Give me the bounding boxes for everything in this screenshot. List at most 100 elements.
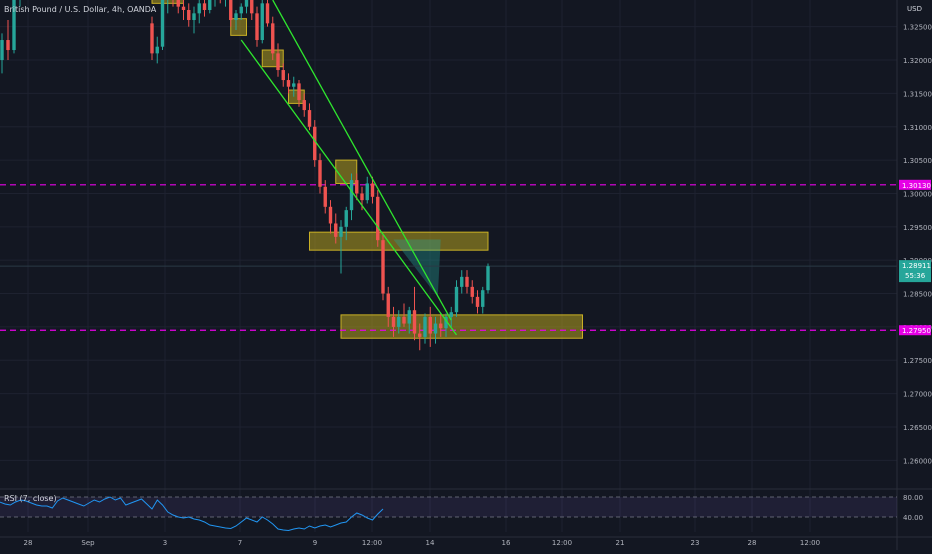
level-price-tag — [899, 325, 931, 336]
rsi-line — [0, 496, 384, 532]
rsi-tick-label: 40.00 — [903, 514, 923, 522]
rsi-label: RSI (7, close) — [4, 494, 57, 503]
candle-body — [444, 316, 448, 329]
candle-body — [386, 293, 390, 317]
candle-body — [239, 6, 243, 14]
candle-body — [412, 310, 417, 334]
candle-body — [302, 100, 306, 111]
symbol-title: British Pound / U.S. Dollar, 4h, OANDA — [4, 5, 157, 14]
last-price-tag — [899, 260, 931, 283]
time-tick-label: 12:00 — [362, 539, 382, 547]
time-tick-label: Sep — [81, 539, 95, 547]
time-tick-label: 3 — [163, 539, 167, 547]
supply-demand-zone — [309, 231, 489, 251]
time-tick-label: 23 — [691, 539, 700, 547]
candle-body — [470, 286, 474, 297]
candle-body — [475, 296, 480, 307]
candle-body — [244, 0, 249, 7]
trend-line — [272, 0, 452, 321]
candle-body — [376, 196, 380, 241]
candle-body — [402, 316, 406, 324]
candle-body — [197, 3, 201, 14]
candle-body — [271, 23, 275, 54]
candle-body — [260, 3, 264, 41]
candle-body — [355, 180, 359, 194]
candle-body — [433, 323, 438, 334]
price-tick-label: 1.29500 — [903, 224, 932, 232]
price-tick-label: 1.26500 — [903, 424, 932, 432]
time-tick-label: 28 — [748, 539, 757, 547]
supply-demand-zone — [230, 18, 247, 36]
candle-body — [208, 0, 212, 11]
candle-body — [407, 310, 411, 324]
candle-body — [328, 206, 333, 224]
candle-body — [292, 83, 296, 87]
price-tick-label: 1.32500 — [903, 24, 932, 32]
candle-body — [449, 312, 453, 317]
time-tick-label: 7 — [238, 539, 242, 547]
last-price-label: 1.28911 — [902, 262, 931, 270]
candle-body — [323, 186, 327, 207]
level-price-label: 1.27950 — [902, 327, 931, 335]
candle-body — [250, 0, 254, 14]
candle-body — [365, 183, 369, 201]
candle-body — [176, 0, 180, 7]
candle-body — [229, 0, 233, 21]
supply-demand-zone — [288, 89, 305, 104]
countdown-label: 55:36 — [905, 272, 926, 280]
price-tick-label: 1.27000 — [903, 391, 932, 399]
candle-body — [234, 13, 238, 21]
candle-body — [187, 10, 191, 21]
candle-body — [150, 23, 154, 54]
candle-body — [428, 316, 432, 334]
price-tick-label: 1.27500 — [903, 357, 932, 365]
time-tick-label: 12:00 — [800, 539, 820, 547]
candle-body — [160, 0, 165, 47]
candle-body — [286, 80, 291, 87]
price-tick-label: 1.30000 — [903, 190, 932, 198]
time-tick-label: 21 — [616, 539, 625, 547]
time-tick-label: 9 — [313, 539, 317, 547]
level-price-label: 1.30130 — [902, 182, 931, 190]
candle-body — [281, 70, 285, 81]
price-tick-label: 1.28500 — [903, 291, 932, 299]
supply-demand-zone — [340, 314, 583, 339]
trend-line — [240, 39, 458, 336]
candle-body — [397, 316, 401, 327]
candle-body — [0, 40, 4, 61]
candle-body — [349, 180, 354, 211]
currency-label: USD — [907, 5, 922, 13]
rsi-tick-label: 80.00 — [903, 494, 923, 502]
candle-body — [334, 223, 338, 237]
candle-body — [460, 276, 464, 287]
candle-body — [12, 0, 16, 51]
time-tick-label: 12:00 — [552, 539, 572, 547]
candle-body — [454, 286, 459, 313]
candle-body — [155, 46, 159, 54]
projection-shape — [393, 239, 441, 297]
candle-body — [297, 83, 301, 101]
candle-body — [181, 6, 186, 11]
price-tick-label: 1.26000 — [903, 457, 932, 465]
supply-demand-zone — [335, 159, 358, 184]
candle-body — [192, 13, 196, 21]
candle-body — [318, 160, 322, 187]
level-price-tag — [899, 179, 931, 190]
candle-body — [439, 323, 443, 329]
candle-body — [423, 316, 427, 337]
time-tick-label: 28 — [24, 539, 33, 547]
rsi-band — [0, 497, 897, 517]
candle-body — [6, 40, 10, 51]
candle-body — [370, 183, 375, 197]
candle-body — [313, 126, 317, 161]
candle-body — [339, 226, 343, 237]
price-tick-label: 1.30500 — [903, 157, 932, 165]
candle-body — [255, 13, 259, 41]
candle-body — [344, 210, 348, 227]
price-tick-label: 1.31500 — [903, 90, 932, 98]
candle-body — [265, 3, 270, 24]
candle-body — [465, 276, 469, 287]
